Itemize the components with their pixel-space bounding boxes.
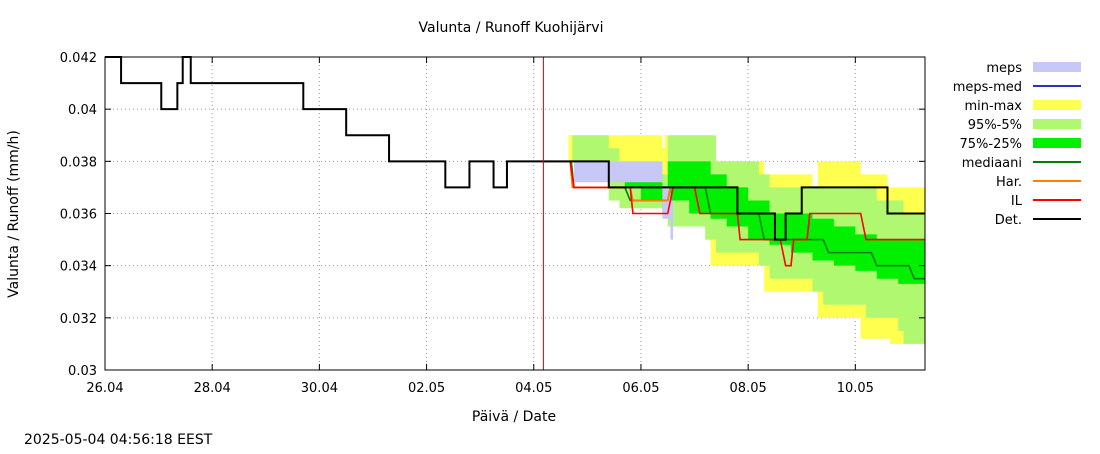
legend-label-meps-med: meps-med (953, 80, 1022, 95)
legend-label-det: Det. (995, 213, 1022, 228)
x-tick-label: 02.05 (408, 381, 445, 396)
y-tick-label: 0.03 (68, 364, 97, 379)
y-axis-ticks: 0.03 0.032 0.034 0.036 0.038 0.04 0.042 (60, 51, 925, 379)
y-tick-label: 0.04 (68, 103, 97, 118)
legend-swatch-meps (1033, 62, 1081, 72)
y-tick-label: 0.032 (60, 312, 97, 327)
timestamp: 2025-05-04 04:56:18 EEST (24, 432, 213, 448)
line-il (544, 160, 925, 267)
y-tick-label: 0.042 (60, 51, 97, 66)
x-tick-label: 28.04 (194, 381, 231, 396)
legend-label-har: Har. (996, 175, 1022, 190)
legend-label-il: IL (1011, 194, 1023, 209)
legend-swatch-min-max (1033, 100, 1081, 110)
y-tick-label: 0.036 (60, 208, 97, 223)
chart-title: Valunta / Runoff Kuohijärvi (419, 20, 604, 36)
x-tick-label: 10.05 (837, 381, 874, 396)
legend-label-95-5: 95%-5% (968, 118, 1022, 133)
x-axis-ticks: 26.04 28.04 30.04 02.05 04.05 06.05 08.05 10.05 (86, 57, 874, 396)
legend-swatch-95-5 (1033, 119, 1081, 129)
x-tick-label: 30.04 (301, 381, 338, 396)
x-tick-label: 04.05 (515, 381, 552, 396)
line-det (105, 56, 925, 241)
legend-label-meps: meps (986, 61, 1022, 76)
legend: meps meps-med min-max 95%-5% 75%-25% mediaani… (953, 61, 1081, 228)
legend-label-min-max: min-max (964, 99, 1022, 114)
legend-label-75-25: 75%-25% (960, 137, 1022, 152)
legend-label-mediaani: mediaani (962, 156, 1022, 171)
lines-layer (105, 56, 925, 280)
band-75-25 (608, 161, 925, 292)
y-axis-label: Valunta / Runoff (mm/h) (6, 130, 22, 298)
x-tick-label: 26.04 (86, 381, 123, 396)
x-axis-label: Päivä / Date (472, 409, 556, 425)
x-tick-label: 08.05 (730, 381, 767, 396)
x-tick-label: 06.05 (622, 381, 659, 396)
legend-swatch-75-25 (1033, 138, 1081, 148)
y-tick-label: 0.034 (60, 260, 97, 275)
band-meps (565, 161, 674, 240)
y-tick-label: 0.038 (60, 155, 97, 170)
